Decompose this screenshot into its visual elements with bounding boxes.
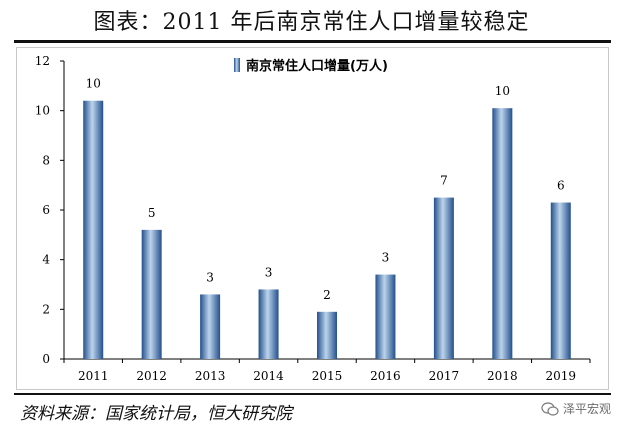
y-tick-label: 8 xyxy=(42,153,50,167)
bar xyxy=(258,289,279,359)
data-label: 10 xyxy=(495,84,510,98)
y-tick-label: 12 xyxy=(35,54,50,68)
bar xyxy=(317,311,337,359)
data-label: 3 xyxy=(382,251,390,265)
data-label: 10 xyxy=(86,77,101,91)
bar xyxy=(83,100,104,359)
chart-frame xyxy=(16,47,609,390)
y-tick-label: 10 xyxy=(35,104,50,118)
x-tick-label: 2018 xyxy=(487,369,518,383)
footer-rule xyxy=(14,393,611,395)
x-tick-label: 2016 xyxy=(370,369,401,383)
x-tick-label: 2015 xyxy=(312,369,343,383)
legend-label: 南京常住人口增量(万人) xyxy=(246,58,388,74)
bar xyxy=(433,197,454,359)
title-rule xyxy=(14,40,611,43)
data-label: 5 xyxy=(148,206,156,220)
bar xyxy=(492,108,513,359)
data-label: 3 xyxy=(265,265,273,279)
wechat-icon xyxy=(541,401,559,416)
chart-title: 图表：2011 年后南京常住人口增量较稳定 xyxy=(93,10,530,35)
bar xyxy=(375,274,396,359)
bar xyxy=(200,294,221,359)
bar xyxy=(141,229,162,359)
bar xyxy=(550,202,571,359)
watermark: 泽平宏观 xyxy=(541,400,611,417)
x-tick-label: 2011 xyxy=(78,369,109,383)
y-tick-label: 0 xyxy=(42,352,50,366)
x-tick-label: 2019 xyxy=(546,369,577,383)
source-note: 资料来源：国家统计局，恒大研究院 xyxy=(20,404,292,424)
y-tick-label: 2 xyxy=(42,302,50,316)
data-label: 7 xyxy=(440,174,448,188)
data-label: 2 xyxy=(323,288,331,302)
data-label: 6 xyxy=(557,179,565,193)
x-tick-label: 2013 xyxy=(195,369,226,383)
x-tick-label: 2014 xyxy=(253,369,284,383)
x-tick-label: 2012 xyxy=(136,369,167,383)
watermark-text: 泽平宏观 xyxy=(562,402,611,416)
y-tick-label: 4 xyxy=(42,253,50,267)
legend-swatch xyxy=(234,58,240,72)
y-tick-label: 6 xyxy=(42,203,50,217)
x-tick-label: 2017 xyxy=(429,369,460,383)
data-label: 3 xyxy=(206,270,214,284)
